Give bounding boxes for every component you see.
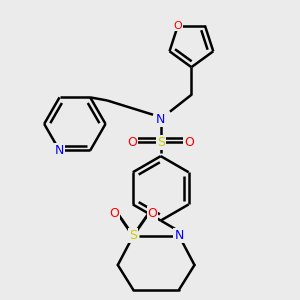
Text: O: O xyxy=(184,136,194,149)
Text: O: O xyxy=(127,136,137,149)
Text: S: S xyxy=(157,136,165,149)
Text: O: O xyxy=(148,207,158,220)
Text: S: S xyxy=(129,230,137,242)
Text: O: O xyxy=(109,207,119,220)
Text: O: O xyxy=(173,21,182,31)
Text: N: N xyxy=(156,113,165,126)
Text: N: N xyxy=(55,144,64,157)
Text: N: N xyxy=(175,230,184,242)
